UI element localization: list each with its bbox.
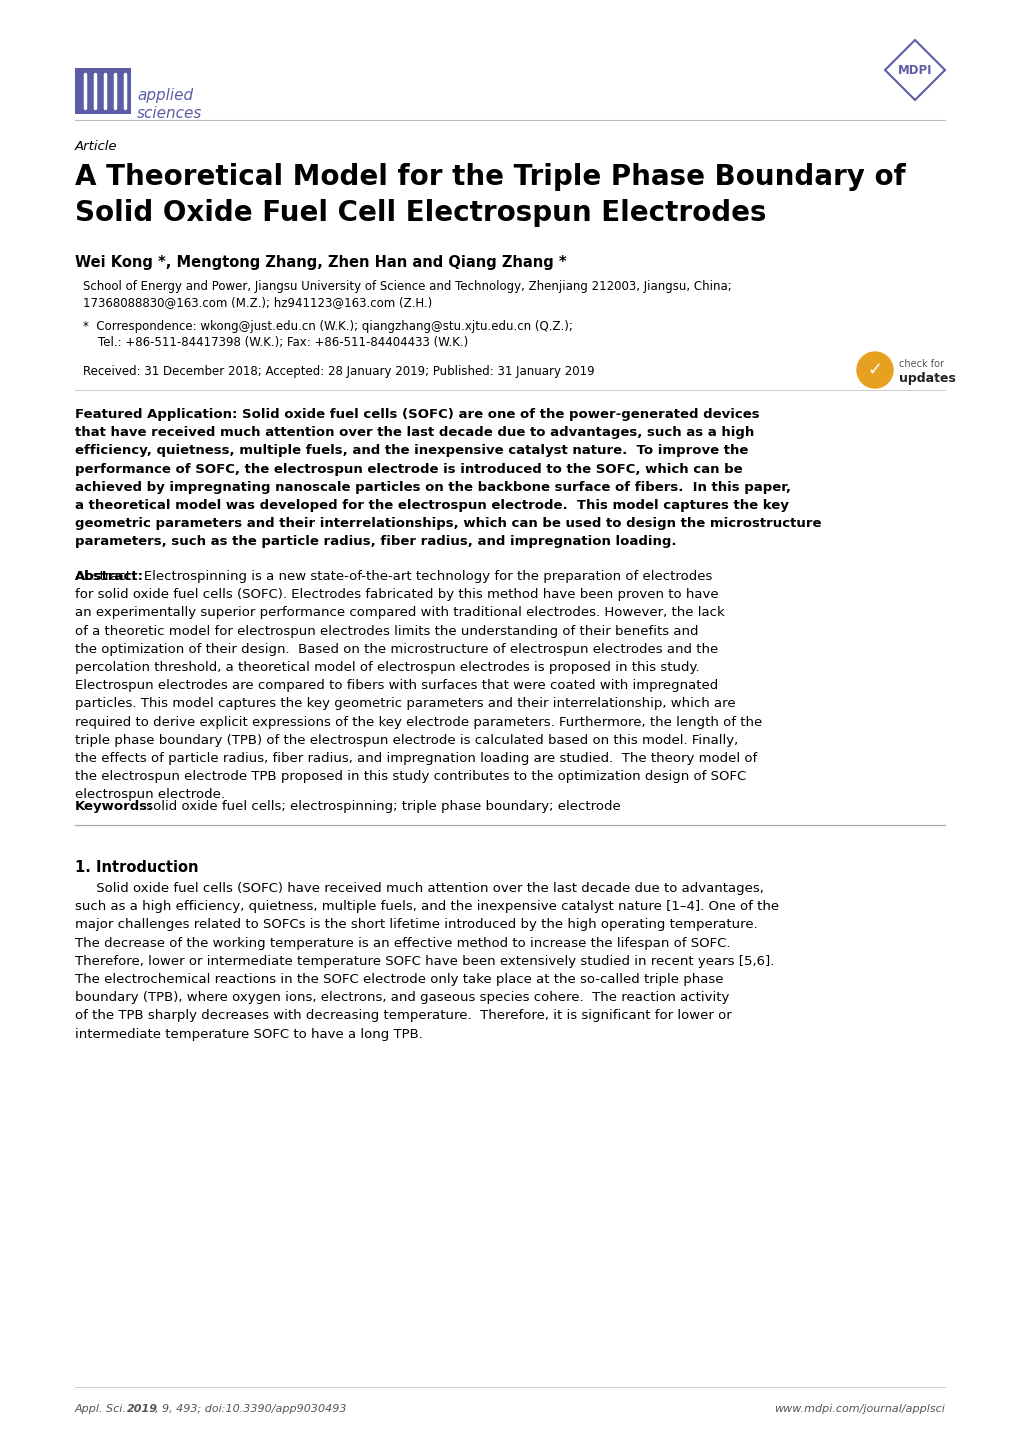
- Text: Received: 31 December 2018; Accepted: 28 January 2019; Published: 31 January 201: Received: 31 December 2018; Accepted: 28…: [83, 365, 594, 378]
- Text: Tel.: +86-511-84417398 (W.K.); Fax: +86-511-84404433 (W.K.): Tel.: +86-511-84417398 (W.K.); Fax: +86-…: [83, 336, 468, 349]
- Text: Featured Application: Solid oxide fuel cells (SOFC) are one of the power-generat: Featured Application: Solid oxide fuel c…: [75, 408, 820, 548]
- Text: , 9, 493; doi:10.3390/app9030493: , 9, 493; doi:10.3390/app9030493: [155, 1405, 346, 1415]
- Text: MDPI: MDPI: [897, 63, 931, 76]
- Text: Solid oxide fuel cells (SOFC) have received much attention over the last decade : Solid oxide fuel cells (SOFC) have recei…: [75, 883, 779, 1041]
- Text: sciences: sciences: [137, 107, 202, 121]
- Text: 1. Introduction: 1. Introduction: [75, 859, 199, 875]
- Text: ✓: ✓: [866, 360, 881, 379]
- Text: A Theoretical Model for the Triple Phase Boundary of: A Theoretical Model for the Triple Phase…: [75, 163, 905, 190]
- Text: Wei Kong *, Mengtong Zhang, Zhen Han and Qiang Zhang *: Wei Kong *, Mengtong Zhang, Zhen Han and…: [75, 255, 567, 270]
- Text: applied: applied: [137, 88, 193, 102]
- Text: check for: check for: [898, 359, 943, 369]
- Text: Abstract:: Abstract:: [75, 570, 144, 583]
- Text: School of Energy and Power, Jiangsu University of Science and Technology, Zhenji: School of Energy and Power, Jiangsu Univ…: [83, 280, 731, 293]
- Text: 2019: 2019: [127, 1405, 158, 1415]
- Text: updates: updates: [898, 372, 955, 385]
- Text: *  Correspondence: wkong@just.edu.cn (W.K.); qiangzhang@stu.xjtu.edu.cn (Q.Z.);: * Correspondence: wkong@just.edu.cn (W.K…: [83, 320, 573, 333]
- Circle shape: [856, 352, 892, 388]
- Text: Article: Article: [75, 140, 117, 153]
- Text: solid oxide fuel cells; electrospinning; triple phase boundary; electrode: solid oxide fuel cells; electrospinning;…: [142, 800, 621, 813]
- Text: Appl. Sci.: Appl. Sci.: [75, 1405, 130, 1415]
- Text: 17368088830@163.com (M.Z.); hz941123@163.com (Z.H.): 17368088830@163.com (M.Z.); hz941123@163…: [83, 296, 432, 309]
- Text: Solid Oxide Fuel Cell Electrospun Electrodes: Solid Oxide Fuel Cell Electrospun Electr…: [75, 199, 765, 226]
- Text: Keywords:: Keywords:: [75, 800, 153, 813]
- Text: Abstract:  Electrospinning is a new state-of-the-art technology for the preparat: Abstract: Electrospinning is a new state…: [75, 570, 761, 802]
- Text: www.mdpi.com/journal/applsci: www.mdpi.com/journal/applsci: [773, 1405, 944, 1415]
- FancyBboxPatch shape: [75, 68, 130, 114]
